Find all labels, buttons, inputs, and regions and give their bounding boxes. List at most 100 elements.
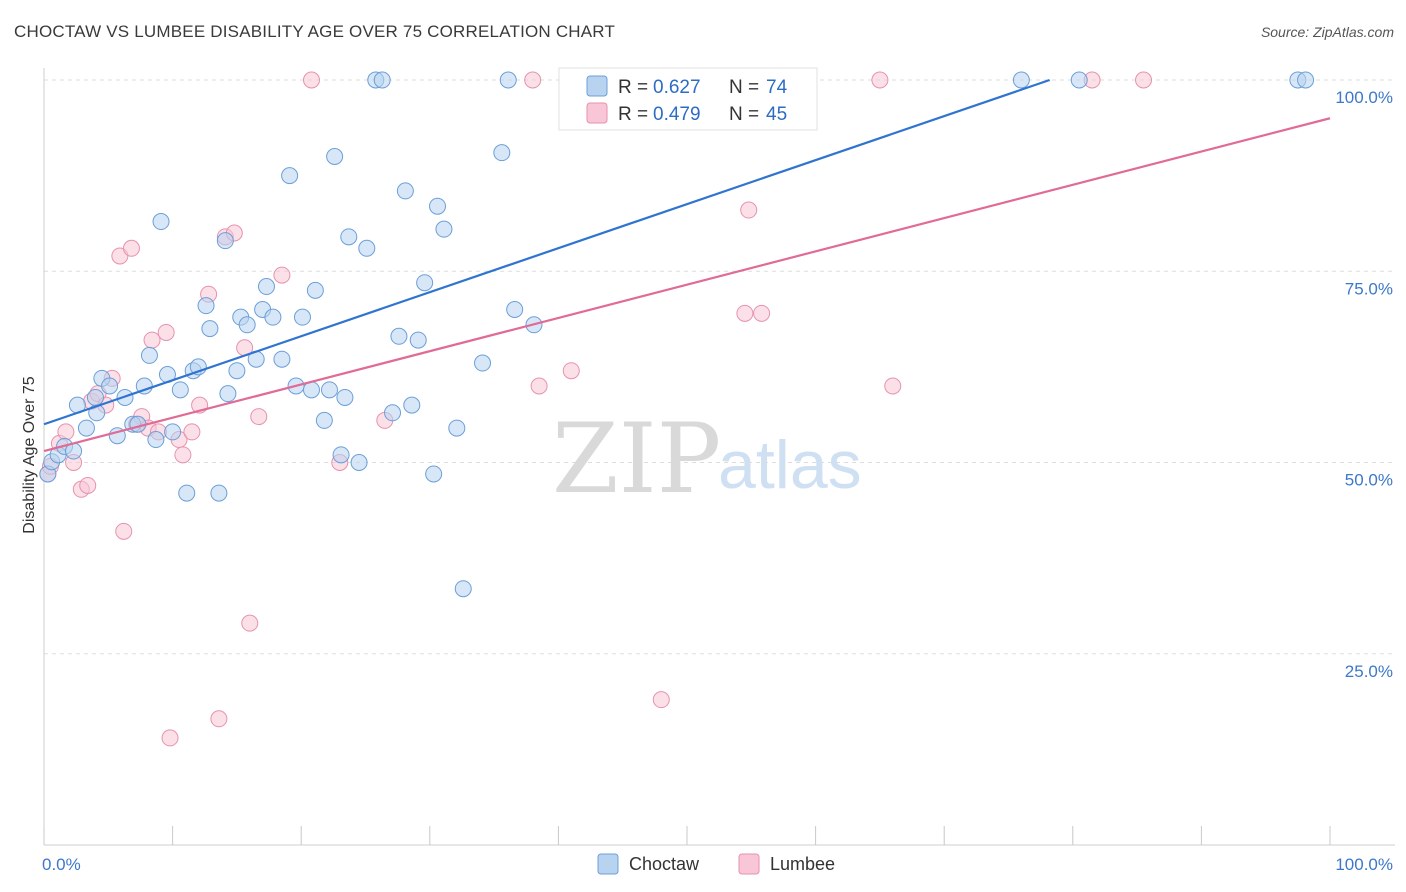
choctaw-point — [264, 308, 282, 326]
choctaw-point — [448, 419, 466, 437]
choctaw-point — [152, 213, 170, 231]
lumbee-point — [1135, 71, 1153, 89]
choctaw-point — [171, 381, 189, 399]
y-axis-label: Disability Age Over 75 — [21, 376, 38, 534]
lumbee-point — [250, 408, 268, 426]
lumbee-point — [753, 304, 771, 322]
choctaw-point — [425, 465, 443, 483]
lumbee-point — [161, 729, 179, 747]
choctaw-point — [435, 220, 453, 238]
legend-swatch-lumbee — [586, 102, 608, 124]
bottom-legend-label-lumbee: Lumbee — [770, 854, 835, 874]
y-tick-label: 50.0% — [1345, 471, 1393, 490]
choctaw-point — [306, 281, 324, 299]
trend-lines — [43, 78, 1331, 453]
lumbee-point — [122, 239, 140, 257]
choctaw-point — [403, 396, 421, 414]
legend-swatch-choctaw — [586, 75, 608, 97]
choctaw-point — [1070, 71, 1088, 89]
y-tick-labels: 100.0% 75.0% 50.0% 25.0% — [1335, 88, 1393, 681]
lumbee-point — [302, 71, 320, 89]
choctaw-point — [101, 377, 119, 395]
choctaw-point — [493, 144, 511, 162]
lumbee-trend-line — [43, 117, 1331, 453]
choctaw-point — [358, 239, 376, 257]
choctaw-trend-line — [43, 78, 1051, 426]
choctaw-point — [499, 71, 517, 89]
choctaw-points — [39, 71, 1315, 598]
lumbee-point — [652, 691, 670, 709]
choctaw-point — [454, 580, 472, 598]
lumbee-point — [143, 331, 161, 349]
choctaw-point — [429, 197, 447, 215]
choctaw-point — [340, 228, 358, 246]
lumbee-point — [174, 446, 192, 464]
legend-n-value-choctaw: 74 — [766, 77, 788, 98]
watermark-zip: ZIP — [552, 403, 721, 515]
choctaw-point — [315, 411, 333, 429]
choctaw-point — [384, 404, 402, 422]
lumbee-point — [562, 362, 580, 380]
choctaw-point — [178, 484, 196, 502]
chart-title: CHOCTAW VS LUMBEE DISABILITY AGE OVER 75… — [14, 22, 616, 41]
choctaw-point — [273, 350, 291, 368]
choctaw-point — [228, 362, 246, 380]
x-tick-label: 100.0% — [1335, 855, 1393, 874]
x-tick-label: 0.0% — [42, 855, 81, 874]
y-tick-label: 100.0% — [1335, 88, 1393, 107]
lumbee-point — [115, 522, 133, 540]
choctaw-point — [210, 484, 228, 502]
legend-n-value-lumbee: 45 — [766, 104, 787, 125]
stats-legend: R = 0.627 N = 74 R = 0.479 N = 45 — [558, 67, 818, 131]
choctaw-point — [409, 331, 427, 349]
bottom-legend-swatch-lumbee — [738, 853, 760, 875]
watermark: ZIP atlas — [552, 403, 862, 515]
choctaw-point — [238, 316, 256, 334]
legend-r-label-lumbee: R = — [618, 104, 648, 125]
choctaw-point — [373, 71, 391, 89]
bottom-legend-label-choctaw: Choctaw — [629, 854, 700, 874]
choctaw-point — [416, 274, 434, 292]
choctaw-point — [197, 297, 215, 315]
choctaw-point — [336, 388, 354, 406]
lumbee-point — [79, 476, 97, 494]
y-tick-label: 75.0% — [1345, 279, 1393, 298]
choctaw-point — [147, 431, 165, 449]
lumbee-point — [210, 710, 228, 728]
choctaw-point — [164, 423, 182, 441]
choctaw-point — [320, 381, 338, 399]
source-credit: Source: ZipAtlas.com — [1260, 24, 1394, 40]
legend-n-label-choctaw: N = — [729, 77, 759, 98]
lumbee-point — [871, 71, 889, 89]
legend-r-value-lumbee: 0.479 — [653, 104, 701, 125]
lumbee-point — [57, 423, 75, 441]
lumbee-point — [530, 377, 548, 395]
choctaw-point — [350, 454, 368, 471]
lumbee-point — [241, 614, 259, 632]
choctaw-point — [140, 346, 158, 364]
bottom-legend-swatch-choctaw — [597, 853, 619, 875]
lumbee-point — [273, 266, 291, 284]
lumbee-point — [524, 71, 542, 89]
choctaw-point — [77, 419, 95, 437]
legend-r-value-choctaw: 0.627 — [653, 77, 701, 98]
y-tick-label: 25.0% — [1345, 662, 1393, 681]
gridlines — [44, 79, 1395, 655]
legend-r-label-choctaw: R = — [618, 77, 648, 98]
legend-n-label-lumbee: N = — [729, 104, 759, 125]
choctaw-point — [293, 308, 311, 326]
lumbee-point — [884, 377, 902, 395]
choctaw-point — [281, 167, 299, 185]
lumbee-point — [736, 304, 754, 322]
lumbee-point — [740, 201, 758, 219]
choctaw-point — [219, 385, 237, 403]
choctaw-point — [332, 446, 350, 464]
bottom-legend: Choctaw Lumbee — [597, 853, 835, 875]
lumbee-point — [157, 323, 175, 341]
choctaw-point — [390, 327, 408, 345]
choctaw-point — [1297, 71, 1315, 89]
x-tick-labels: 0.0% 100.0% — [42, 855, 1393, 874]
choctaw-point — [135, 377, 153, 395]
choctaw-point — [216, 232, 234, 250]
